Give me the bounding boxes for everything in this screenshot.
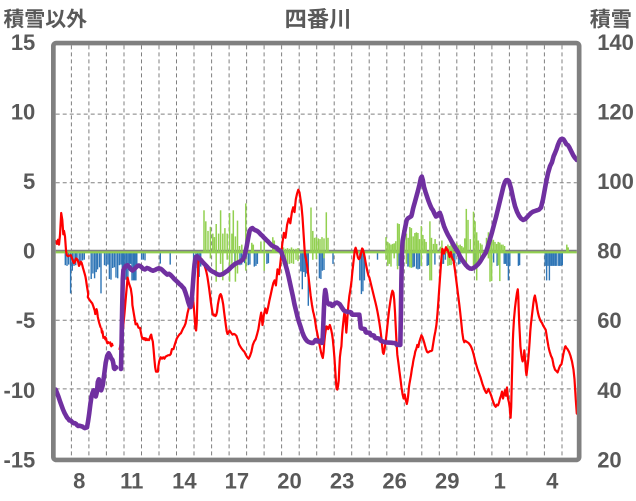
svg-text:120: 120 <box>597 100 634 125</box>
svg-text:4: 4 <box>546 469 559 494</box>
svg-text:60: 60 <box>597 308 621 333</box>
svg-text:80: 80 <box>597 239 621 264</box>
svg-text:-5: -5 <box>16 308 36 333</box>
svg-text:10: 10 <box>11 100 35 125</box>
svg-text:23: 23 <box>330 469 354 494</box>
svg-text:40: 40 <box>597 378 621 403</box>
svg-text:17: 17 <box>225 469 249 494</box>
svg-text:20: 20 <box>277 469 301 494</box>
svg-text:100: 100 <box>597 169 634 194</box>
svg-text:1: 1 <box>494 469 506 494</box>
svg-text:11: 11 <box>120 469 143 494</box>
svg-text:5: 5 <box>23 169 35 194</box>
svg-text:14: 14 <box>172 469 197 494</box>
svg-text:26: 26 <box>382 469 406 494</box>
svg-text:8: 8 <box>73 469 85 494</box>
svg-text:0: 0 <box>23 239 35 264</box>
svg-text:20: 20 <box>597 447 621 472</box>
svg-text:15: 15 <box>11 30 35 55</box>
svg-text:140: 140 <box>597 30 634 55</box>
svg-text:29: 29 <box>435 469 459 494</box>
svg-text:-15: -15 <box>4 447 36 472</box>
svg-text:-10: -10 <box>4 378 36 403</box>
